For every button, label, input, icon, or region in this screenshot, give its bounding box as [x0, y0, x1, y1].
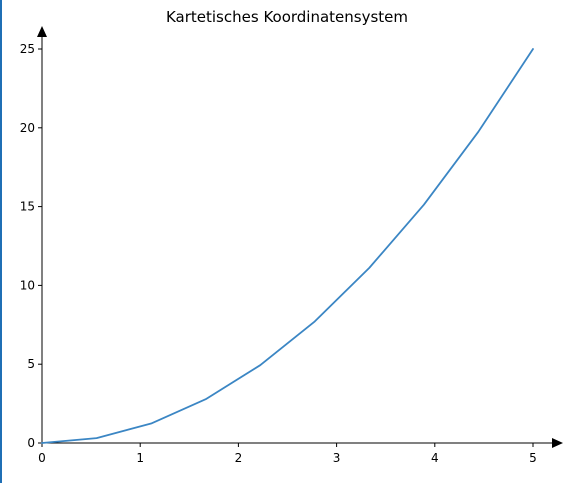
series-line	[41, 48, 534, 444]
ticks: 0 1 2 3 4 5 0 5 10 15 20 25	[20, 42, 537, 465]
window-left-edge	[0, 0, 2, 483]
x-axis-arrow	[552, 438, 563, 448]
chart-title: Kartetisches Koordinatensystem	[166, 8, 408, 26]
y-tick-label: 25	[20, 42, 35, 56]
x-tick-label: 1	[136, 451, 144, 465]
y-tick-label: 15	[20, 200, 35, 214]
axes	[37, 26, 563, 448]
x-tick-label: 0	[38, 451, 46, 465]
y-tick-label: 10	[20, 278, 35, 292]
y-tick-label: 0	[27, 436, 35, 450]
x-tick-label: 5	[529, 451, 537, 465]
series-group	[41, 48, 534, 444]
x-tick-label: 4	[431, 451, 439, 465]
y-tick-label: 5	[27, 357, 35, 371]
y-axis-arrow	[37, 26, 47, 37]
x-tick-label: 2	[235, 451, 243, 465]
x-tick-label: 3	[333, 451, 341, 465]
y-tick-label: 20	[20, 121, 35, 135]
